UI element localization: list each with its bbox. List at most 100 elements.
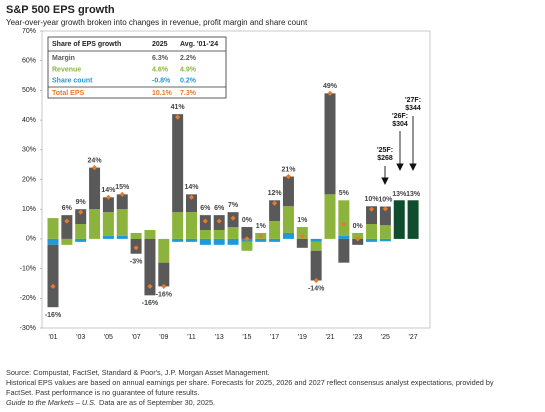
total-marker — [244, 236, 250, 242]
footnote: Source: Compustat, FactSet, Standard & P… — [6, 368, 270, 377]
bar-segment — [47, 244, 59, 308]
bar-segment — [75, 224, 87, 239]
total-marker — [161, 283, 167, 290]
bar-segment — [47, 238, 59, 245]
bar-segment — [213, 238, 225, 245]
table-cell: 4.6% — [152, 66, 169, 73]
bar-segment — [102, 197, 114, 213]
data-label: 6% — [200, 205, 211, 212]
bar-segment — [282, 206, 294, 233]
bar-segment — [241, 241, 253, 251]
bar-segment — [102, 235, 114, 239]
data-label: 10% — [365, 196, 380, 203]
x-tick-label: '27 — [409, 334, 418, 341]
x-tick-label: '13 — [215, 334, 224, 341]
annotation: '26F: — [392, 113, 408, 120]
bar-segment — [324, 194, 336, 239]
table-header: Avg. '01-'24 — [180, 41, 218, 48]
total-marker — [258, 233, 264, 239]
x-tick-label: '09 — [159, 334, 168, 341]
total-marker — [382, 206, 388, 212]
y-tick-label: 0% — [26, 236, 36, 243]
x-tick-label: '19 — [298, 334, 307, 341]
bar-segment — [116, 235, 128, 239]
bar-segment — [227, 238, 239, 245]
table-row-name: Revenue — [52, 66, 81, 73]
total-marker — [78, 209, 84, 215]
x-tick-label: '23 — [353, 334, 362, 341]
footnote: FactSet. Past performance is no guarante… — [6, 388, 199, 397]
bar-segment — [310, 241, 322, 251]
chart-subtitle: Year-over-year growth broken into change… — [6, 18, 308, 27]
total-marker — [327, 90, 333, 96]
arrow-head — [381, 177, 389, 186]
footnote-guide: Guide to the Markets – U.S. Data are as o… — [6, 398, 215, 407]
x-tick-label: '25 — [381, 334, 390, 341]
data-label: -16% — [142, 300, 159, 307]
table-cell: 4.9% — [180, 66, 197, 73]
data-label: 41% — [171, 104, 186, 111]
data-label: 6% — [62, 205, 73, 212]
bar-segment — [75, 238, 87, 242]
bar-segment — [227, 227, 239, 239]
table-row-name: Total EPS — [52, 90, 84, 97]
bar-segment — [338, 235, 350, 239]
bar-segment — [89, 167, 101, 210]
table-row-name: Margin — [52, 55, 75, 62]
data-label: 9% — [76, 199, 87, 206]
y-tick-label: 10% — [22, 206, 36, 213]
y-tick-label: 40% — [22, 117, 36, 124]
bar-segment — [186, 212, 197, 239]
bar-segment — [352, 232, 364, 239]
bar-segment — [366, 238, 378, 242]
data-label: -14% — [308, 285, 325, 292]
plot-area — [40, 30, 419, 329]
x-tick-label: '21 — [325, 334, 334, 341]
total-marker — [355, 236, 361, 242]
y-tick-label: 60% — [22, 58, 36, 65]
bar-segment — [172, 238, 184, 242]
total-marker — [285, 173, 292, 180]
y-tick-label: 70% — [22, 28, 36, 35]
guide: Guide to the Markets – U.S. — [6, 398, 96, 407]
bar-segment — [269, 221, 281, 239]
data-label: 5% — [339, 190, 350, 197]
y-tick-label: -20% — [20, 295, 36, 302]
total-marker — [272, 200, 278, 206]
bar-segment — [102, 212, 114, 236]
data-label: 12% — [268, 190, 283, 197]
annotation: '25F: — [377, 147, 393, 154]
table-header: 2025 — [152, 41, 168, 48]
y-tick-label: 20% — [22, 176, 36, 183]
bar-segment — [199, 229, 211, 239]
annotation: $344 — [405, 105, 421, 112]
bar-segment — [172, 212, 184, 239]
data-label: 14% — [101, 187, 116, 194]
bar-segment — [144, 229, 156, 239]
bar-segment — [158, 262, 170, 287]
total-marker — [50, 283, 56, 290]
total-marker — [105, 194, 111, 200]
table-cell: 0.2% — [180, 77, 197, 84]
x-tick-label: '17 — [270, 334, 279, 341]
bar-segment — [282, 232, 294, 239]
data-label: 0% — [353, 223, 364, 230]
bar-segment — [296, 238, 308, 248]
table-cell: 2.2% — [180, 55, 197, 62]
bar-segment — [269, 200, 281, 222]
table-row-name: Share count — [52, 77, 93, 84]
bar-segment — [255, 238, 267, 242]
y-tick-label: 50% — [22, 87, 36, 94]
annotation: $268 — [377, 155, 393, 162]
bar-segment — [310, 250, 322, 281]
x-tick-label: '15 — [242, 334, 251, 341]
data-label: 10% — [378, 196, 393, 203]
table-cell: 6.3% — [152, 55, 169, 62]
y-tick-label: -30% — [20, 325, 36, 332]
data-label: 49% — [323, 83, 338, 90]
data-label: 7% — [228, 202, 239, 209]
total-marker — [188, 194, 195, 200]
arrow-head — [396, 163, 404, 172]
total-marker — [202, 218, 208, 224]
